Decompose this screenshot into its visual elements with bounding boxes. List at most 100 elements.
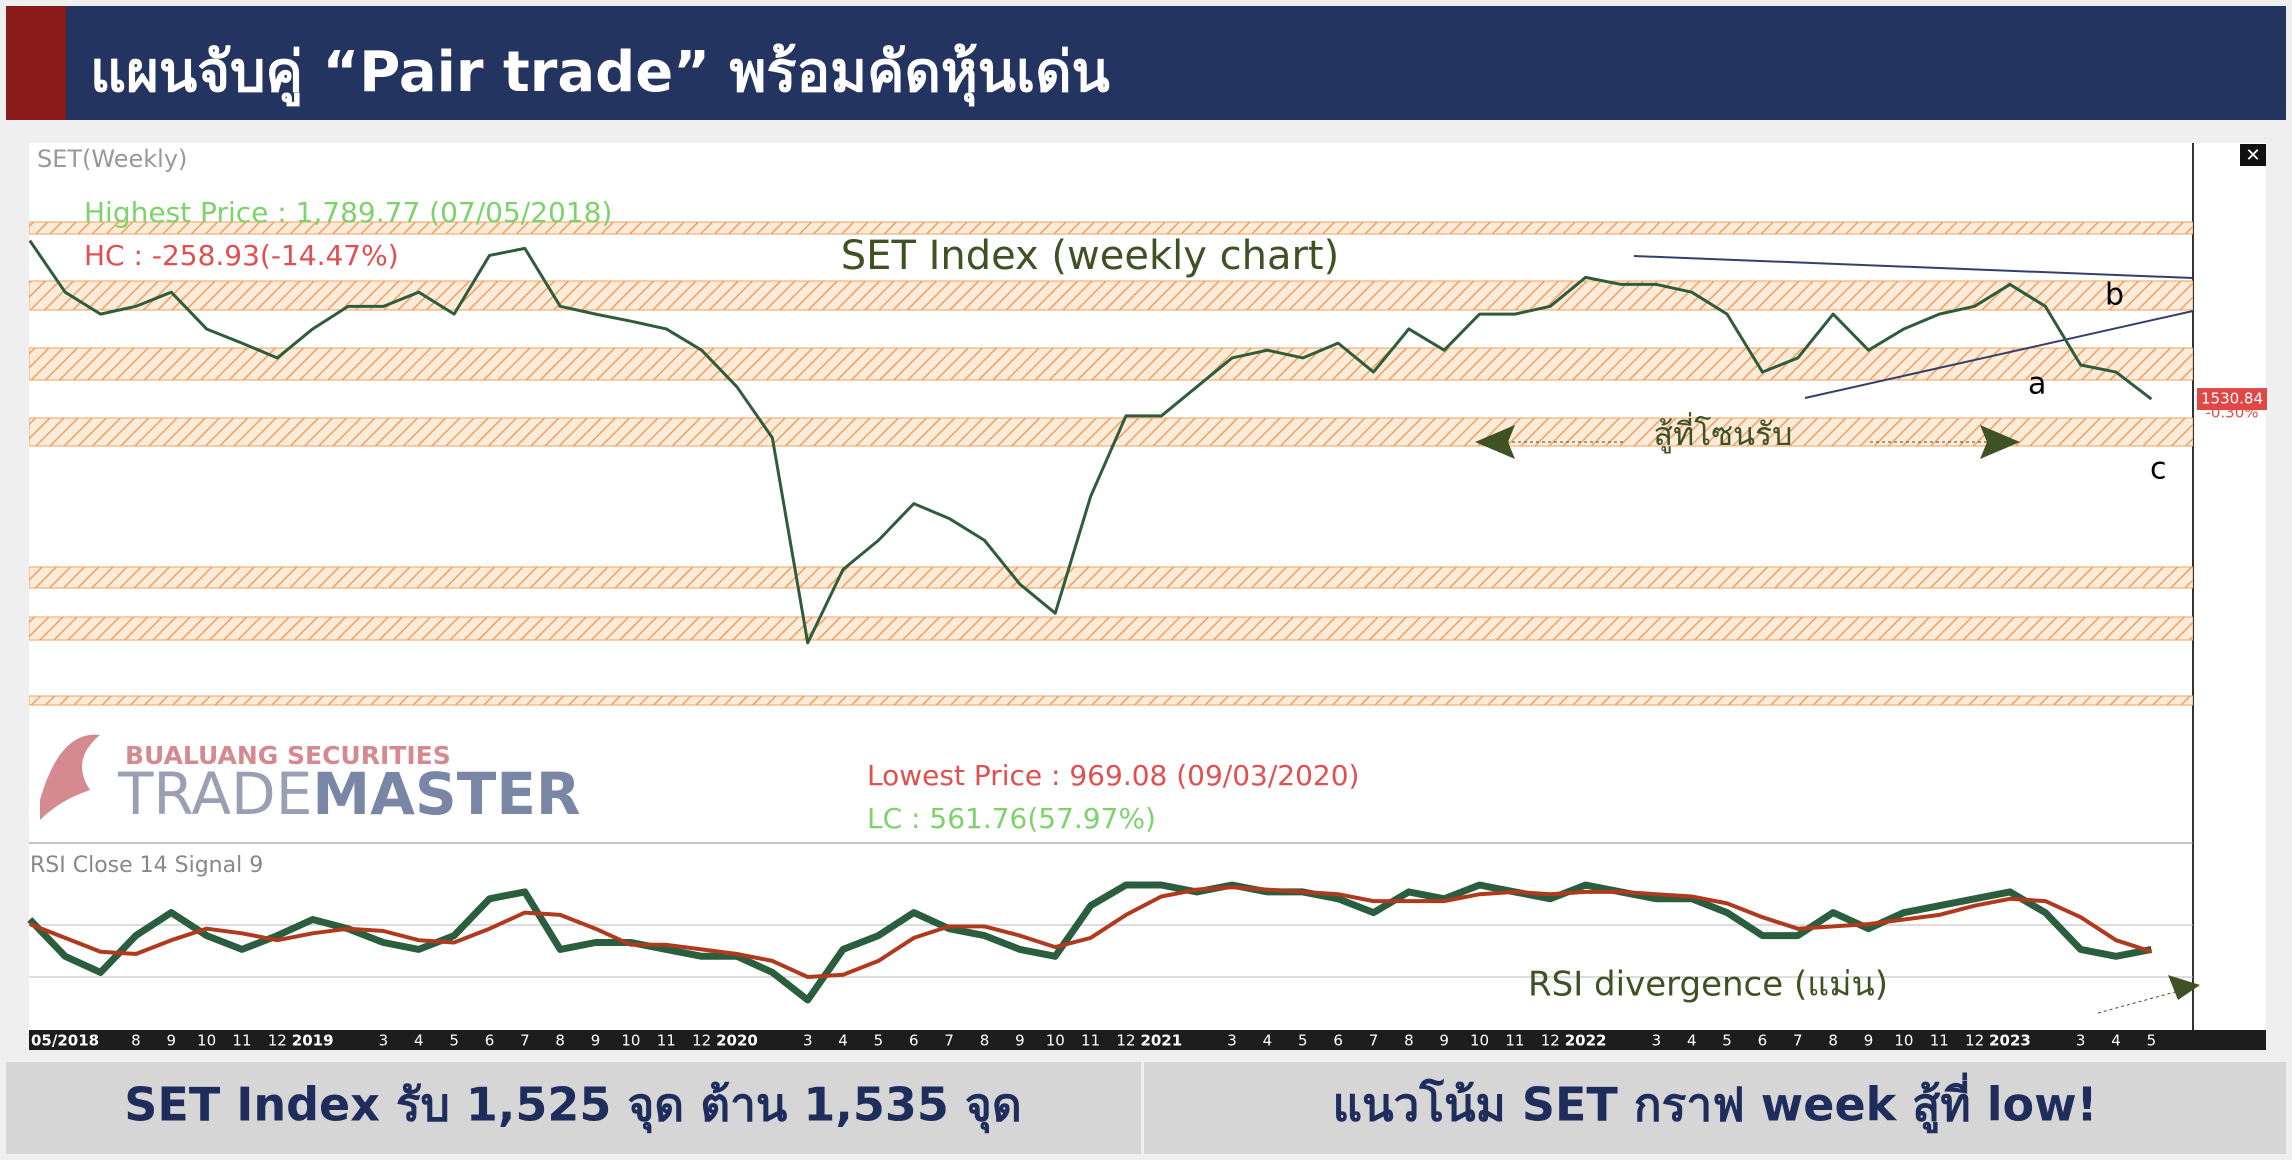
x-tick-label: 4 — [2111, 1032, 2121, 1050]
price-tag-label: 1530.84 — [2201, 390, 2263, 408]
x-tick-label: 7 — [520, 1032, 530, 1050]
x-tick-label: 8 — [1828, 1032, 1838, 1050]
x-tick-label: 5 — [2147, 1032, 2157, 1050]
x-tick-label: 2020 — [716, 1032, 758, 1050]
logo-master: MASTER — [312, 760, 580, 828]
x-tick-label: 9 — [166, 1032, 176, 1050]
annotation: HC : -258.93(-14.47%) — [84, 239, 399, 272]
x-tick-label: 3 — [2076, 1032, 2086, 1050]
logo-brand: BUALUANG SECURITIES — [125, 741, 451, 770]
zone — [29, 347, 2193, 381]
x-tick-label: 11 — [657, 1032, 676, 1050]
trendline — [1804, 310, 2194, 399]
arrow-head — [1475, 425, 1515, 459]
x-tick-label: 4 — [414, 1032, 424, 1050]
x-tick-label: 3 — [1227, 1032, 1237, 1050]
x-tick-label: 2023 — [1989, 1032, 2031, 1050]
logo-mark — [40, 734, 100, 820]
x-tick-label: 6 — [485, 1032, 495, 1050]
x-tick-label: 11 — [232, 1032, 251, 1050]
logo: BUALUANG SECURITIES TRADEMASTER — [40, 734, 581, 828]
annotation: Lowest Price : 969.08 (09/03/2020) — [867, 759, 1359, 792]
x-axis-bar — [29, 1030, 2266, 1050]
x-tick-label: 10 — [1046, 1032, 1065, 1050]
annotation: LC : 561.76(57.97%) — [867, 802, 1156, 835]
x-tick-label: 4 — [1263, 1032, 1273, 1050]
x-tick-label: 9 — [591, 1032, 601, 1050]
x-tick-label: 3 — [803, 1032, 813, 1050]
footer-box — [1144, 1062, 2286, 1154]
series-line — [28, 239, 2153, 645]
x-tick-label: 12 — [268, 1032, 287, 1050]
trendline — [1633, 255, 2194, 279]
x-tick-label: 8 — [980, 1032, 990, 1050]
footer-text: SET Index รับ 1,525 จุด ต้าน 1,535 จุด — [124, 1078, 1021, 1134]
bands — [29, 221, 2193, 706]
zone — [29, 566, 2193, 589]
x-tick-label: 5 — [1298, 1032, 1308, 1050]
header-bar — [6, 6, 2286, 120]
x-tick-label: 6 — [909, 1032, 919, 1050]
x-tick-label: 11 — [1081, 1032, 1100, 1050]
x-tick-label: 7 — [1793, 1032, 1803, 1050]
chart-label: SET(Weekly) — [37, 145, 187, 173]
wave-label: c — [2150, 452, 2167, 487]
rsi-annotation: RSI divergence (แม่น) — [1528, 965, 1888, 1005]
arrow-head — [1980, 425, 2020, 459]
x-tick-label: 12 — [1541, 1032, 1560, 1050]
x-tick-label: 9 — [1015, 1032, 1025, 1050]
wave-label: a — [2028, 367, 2046, 402]
x-tick-label: 9 — [1864, 1032, 1874, 1050]
logo-wordmark: TRADEMASTER — [117, 760, 581, 828]
price-tag — [2197, 388, 2267, 411]
x-tick-label: 12 — [1116, 1032, 1135, 1050]
arrow-line — [2097, 991, 2176, 1014]
close-button[interactable] — [2240, 144, 2266, 166]
x-tick-label: 3 — [1652, 1032, 1662, 1050]
x-tick-label: 8 — [1404, 1032, 1414, 1050]
x-tick-label: 2019 — [292, 1032, 334, 1050]
footer-box — [6, 1062, 1141, 1154]
x-tick-label: 9 — [1439, 1032, 1449, 1050]
x-tick-label: 10 — [197, 1032, 216, 1050]
wave-label: b — [2105, 278, 2124, 313]
zone — [29, 616, 2193, 641]
x-tick-label: 8 — [131, 1032, 141, 1050]
logo-trade: TRADE — [117, 760, 312, 828]
x-tick-label: 2021 — [1140, 1032, 1182, 1050]
title: แผนจับคู่ “Pair trade” พร้อมคัดหุ้นเด่น — [90, 40, 1110, 107]
x-tick-label: 8 — [555, 1032, 565, 1050]
x-tick-label: 05/2018 — [31, 1032, 99, 1050]
x-tick-label: 12 — [692, 1032, 711, 1050]
chart-title: SET Index (weekly chart) — [841, 233, 1339, 279]
x-tick-label: 4 — [1687, 1032, 1697, 1050]
x-tick-label: 10 — [1470, 1032, 1489, 1050]
zone — [29, 417, 2193, 447]
x-tick-label: 10 — [621, 1032, 640, 1050]
x-tick-label: 7 — [944, 1032, 954, 1050]
zone — [29, 221, 2193, 235]
x-tick-label: 7 — [1369, 1032, 1379, 1050]
x-tick-label: 6 — [1758, 1032, 1768, 1050]
close-icon: ✕ — [2245, 145, 2260, 166]
arrow-head — [2168, 975, 2200, 1000]
x-tick-label: 11 — [1505, 1032, 1524, 1050]
x-tick-label: 10 — [1894, 1032, 1913, 1050]
footer-text: แนวโน้ม SET กราฟ week สู้ที่ low! — [1332, 1073, 2097, 1134]
x-tick-label: 12 — [1965, 1032, 1984, 1050]
x-tick-label: 5 — [874, 1032, 884, 1050]
series-line — [29, 885, 2153, 979]
x-tick-label: 3 — [379, 1032, 389, 1050]
x-tick-label: 5 — [1722, 1032, 1732, 1050]
header-accent — [6, 6, 66, 120]
annotation: สู้ที่โซนรับ — [1654, 412, 1793, 454]
rsi-label: RSI Close 14 Signal 9 — [30, 853, 263, 878]
x-tick-label: 11 — [1930, 1032, 1949, 1050]
x-tick-label: 6 — [1333, 1032, 1343, 1050]
series-line — [27, 881, 2153, 1004]
annotation: Highest Price : 1,789.77 (07/05/2018) — [84, 196, 612, 229]
x-tick-label: 4 — [838, 1032, 848, 1050]
zone — [29, 695, 2193, 706]
